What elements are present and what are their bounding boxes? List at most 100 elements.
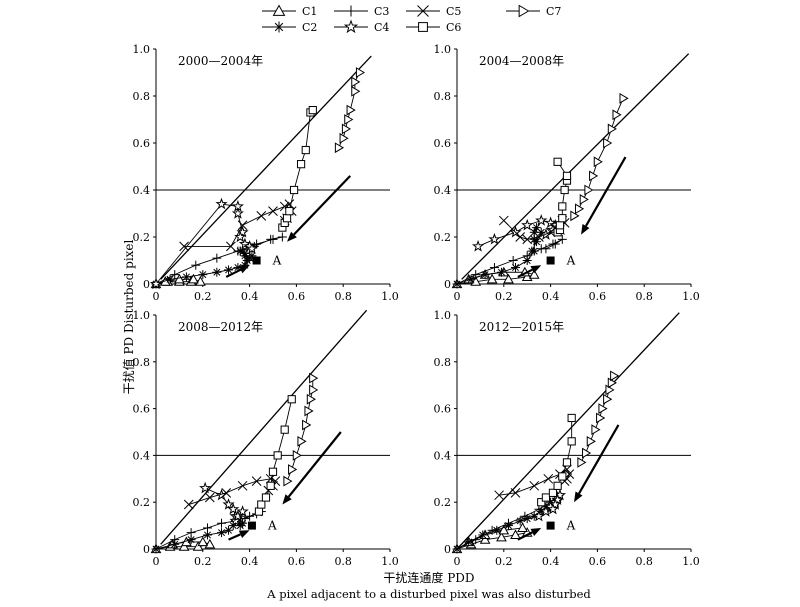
data-point [296, 160, 306, 169]
x-tick-label: 1.0 [381, 290, 399, 303]
data-point [238, 237, 252, 250]
legend-item-c1: C1 [262, 4, 317, 18]
data-point [498, 524, 510, 535]
series-c6 [553, 157, 572, 237]
series-c4 [199, 481, 249, 527]
y-axis-title: 干扰值 PD Disturbed pixel [121, 239, 136, 394]
data-point [560, 185, 569, 195]
data-point [306, 393, 316, 405]
data-point [494, 490, 504, 501]
diagonal-line [160, 55, 372, 280]
data-point [266, 234, 276, 244]
point-a-label: A [566, 519, 576, 533]
data-point [254, 507, 264, 516]
series-c3 [452, 234, 567, 289]
data-point [550, 239, 560, 249]
data-point [256, 210, 267, 221]
data-point [582, 447, 592, 459]
panel-title: 2004—2008年 [479, 54, 564, 68]
series-c1 [150, 273, 206, 289]
data-point [224, 265, 234, 275]
data-point [567, 413, 576, 423]
x-tick-label: 0.6 [288, 555, 306, 568]
data-point [562, 171, 572, 181]
x-tick-label: 1.0 [682, 290, 700, 303]
data-point [309, 384, 319, 396]
data-point [178, 541, 190, 551]
data-point [179, 241, 189, 252]
data-point [532, 509, 546, 522]
data-point [183, 499, 194, 510]
y-tick-label: 1.0 [133, 43, 151, 56]
point-a-label: A [267, 519, 277, 533]
diagonal-line [160, 309, 368, 545]
data-point [339, 132, 349, 144]
y-tick-label: 0.6 [434, 137, 452, 150]
data-point [577, 457, 587, 468]
x-tick-label: 0.8 [334, 290, 352, 303]
legend-item-c2: C2 [262, 21, 317, 34]
y-tick-label: 0.2 [434, 496, 452, 509]
data-point [586, 435, 596, 447]
data-point [591, 424, 601, 436]
series-c7 [570, 92, 629, 222]
data-point [351, 85, 361, 97]
y-tick-label: 0.8 [133, 90, 151, 103]
legend-label-c2: C2 [302, 21, 317, 34]
series-c6 [537, 413, 576, 507]
data-point [543, 473, 554, 484]
data-point [575, 203, 585, 215]
legend-label-c7: C7 [546, 5, 561, 18]
data-point [498, 215, 509, 226]
series-line [573, 98, 624, 217]
data-point [268, 206, 278, 217]
data-point [522, 234, 533, 245]
data-point [489, 263, 499, 273]
data-point [192, 541, 204, 551]
data-point [212, 267, 222, 277]
data-point [579, 194, 589, 205]
data-point [452, 544, 462, 554]
series-c7 [334, 67, 366, 154]
data-point [188, 273, 199, 284]
data-point [221, 487, 232, 498]
trend-arrow [287, 175, 352, 242]
data-point [212, 253, 222, 263]
data-point [199, 481, 212, 494]
x-tick-label: 0.2 [194, 555, 212, 568]
data-point [537, 498, 546, 507]
legend: C1 C2 C3 C4 C5 C6 C7 [262, 4, 561, 34]
panel-4: 0 0.2 0.4 0.6 0.8 1.0 0 0.2 0.4 0.6 0.8 1.0 2012—201… [434, 309, 700, 568]
series-c5 [494, 464, 575, 501]
data-point [567, 437, 576, 446]
data-point [520, 511, 530, 521]
data-point [555, 221, 565, 230]
data-point [471, 239, 485, 252]
y-tick-label: 0.8 [434, 90, 452, 103]
x-tick-label: 0.8 [334, 555, 352, 568]
data-point [283, 475, 293, 487]
x-axis-title: 干扰连通度 PDD [383, 570, 474, 585]
x-tick-label: 0.2 [495, 290, 513, 303]
data-point [596, 412, 606, 424]
data-point [480, 270, 490, 280]
data-point [282, 214, 292, 223]
x-tick-label: 0 [454, 290, 461, 303]
data-point [589, 170, 599, 182]
point-a-label: A [566, 254, 576, 268]
data-point [217, 518, 227, 528]
x-tick-label: 0.4 [542, 555, 560, 568]
y-tick-label: 0.2 [133, 231, 151, 244]
point-a-marker [546, 256, 555, 265]
x-tick-label: 1.0 [381, 555, 399, 568]
x-tick-label: 0.4 [241, 290, 259, 303]
data-point [215, 197, 228, 210]
series-c4 [532, 488, 567, 522]
series-c6 [278, 106, 317, 232]
data-point [355, 67, 366, 78]
series-c7 [283, 372, 319, 487]
y-tick-label: 0.2 [133, 496, 151, 509]
y-tick-label: 0 [444, 543, 451, 556]
data-point [510, 529, 521, 540]
data-point [496, 267, 506, 277]
